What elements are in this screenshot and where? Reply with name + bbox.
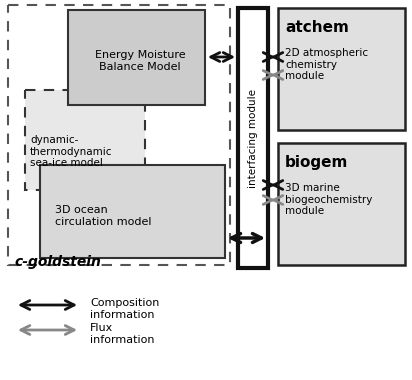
Text: Flux
information: Flux information (90, 323, 154, 345)
Text: 3D marine
biogeochemistry
module: 3D marine biogeochemistry module (285, 183, 372, 216)
Text: biogem: biogem (285, 155, 349, 170)
Text: interfacing module: interfacing module (248, 89, 258, 187)
Text: dynamic-
thermodynamic
sea-ice model: dynamic- thermodynamic sea-ice model (30, 135, 112, 168)
Bar (238, 8, 268, 268)
Bar (278, 8, 405, 130)
Bar (68, 10, 205, 105)
Bar (278, 143, 405, 265)
Text: Composition
information: Composition information (90, 298, 159, 320)
Text: Energy Moisture
Balance Model: Energy Moisture Balance Model (95, 50, 185, 71)
Bar (25, 90, 145, 190)
Bar (40, 165, 225, 258)
Text: atchem: atchem (285, 20, 349, 35)
Text: 2D atmospheric
chemistry
module: 2D atmospheric chemistry module (285, 48, 368, 81)
Text: 3D ocean
circulation model: 3D ocean circulation model (55, 205, 152, 226)
Text: c-goldstein: c-goldstein (14, 255, 101, 269)
Bar (8, 5, 230, 265)
